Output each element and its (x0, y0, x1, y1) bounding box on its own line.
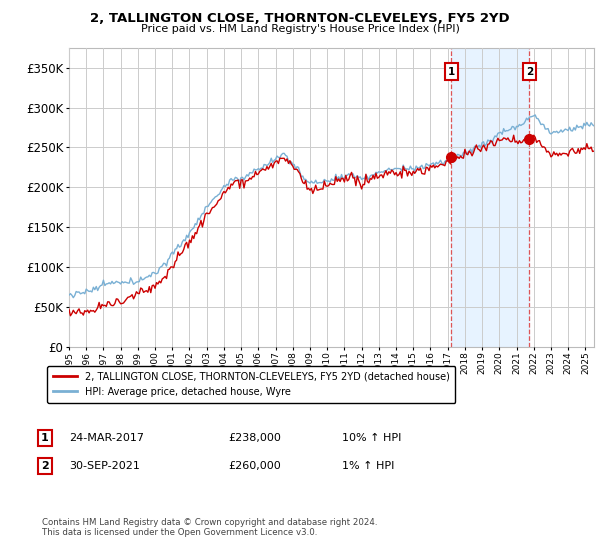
Text: 30-SEP-2021: 30-SEP-2021 (69, 461, 140, 471)
Text: 2: 2 (41, 461, 49, 471)
Text: 1% ↑ HPI: 1% ↑ HPI (342, 461, 394, 471)
Text: 1: 1 (41, 433, 49, 443)
Text: 1: 1 (448, 67, 455, 77)
Text: £238,000: £238,000 (228, 433, 281, 443)
Text: Price paid vs. HM Land Registry's House Price Index (HPI): Price paid vs. HM Land Registry's House … (140, 24, 460, 34)
Text: £260,000: £260,000 (228, 461, 281, 471)
Bar (451, 48, 529, 347)
Text: Contains HM Land Registry data © Crown copyright and database right 2024.
This d: Contains HM Land Registry data © Crown c… (42, 518, 377, 538)
Text: 10% ↑ HPI: 10% ↑ HPI (342, 433, 401, 443)
Text: 2, TALLINGTON CLOSE, THORNTON-CLEVELEYS, FY5 2YD: 2, TALLINGTON CLOSE, THORNTON-CLEVELEYS,… (90, 12, 510, 25)
Text: 24-MAR-2017: 24-MAR-2017 (69, 433, 144, 443)
Text: 2: 2 (526, 67, 533, 77)
Legend: 2, TALLINGTON CLOSE, THORNTON-CLEVELEYS, FY5 2YD (detached house), HPI: Average : 2, TALLINGTON CLOSE, THORNTON-CLEVELEYS,… (47, 366, 455, 403)
